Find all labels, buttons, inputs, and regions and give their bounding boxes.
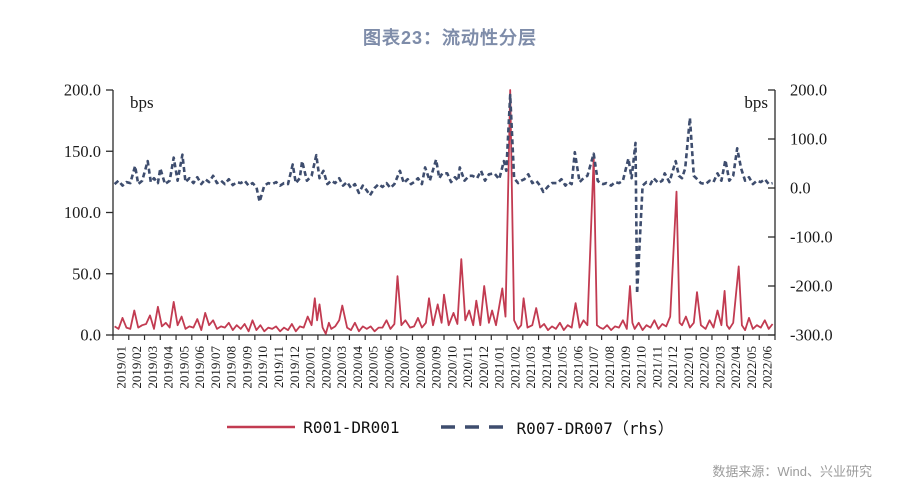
legend-label-r007: R007-DR007（rhs） xyxy=(516,419,674,438)
dashed-line-sample-icon xyxy=(440,425,509,429)
x-axis-label: 2021/10 xyxy=(634,346,649,389)
x-axis-label: 2020/02 xyxy=(318,346,333,389)
x-axis-label: 2019/12 xyxy=(287,346,302,389)
x-axis-label: 2021/01 xyxy=(492,346,507,389)
right-axis-tick-label: 200.0 xyxy=(790,81,827,100)
series-layer xyxy=(113,89,774,335)
x-axis-label: 2020/11 xyxy=(460,346,475,388)
right-axis-tick-label: 0.0 xyxy=(790,179,811,198)
x-axis-label: 2020/03 xyxy=(334,346,349,389)
x-axis-label: 2022/05 xyxy=(744,346,759,389)
x-axis-label: 2020/07 xyxy=(397,346,412,389)
right-axis-unit-label: bps xyxy=(744,93,768,112)
legend-label-r001: R001-DR001 xyxy=(303,417,400,437)
x-axis-label: 2022/06 xyxy=(760,346,775,389)
right-axis-tick-label: 100.0 xyxy=(790,130,827,149)
x-axis-label: 2022/02 xyxy=(697,346,712,389)
x-axis-label: 2019/10 xyxy=(255,346,270,389)
legend-item-r001: R001-DR001 xyxy=(226,417,400,437)
x-axis-label: 2019/08 xyxy=(224,346,239,389)
left-axis-tick-label: 150.0 xyxy=(64,142,101,161)
x-axis-label: 2021/08 xyxy=(602,346,617,389)
series-line-r001-dr001 xyxy=(114,89,774,335)
x-axis-label: 2019/09 xyxy=(239,346,254,389)
x-axis-label: 2020/06 xyxy=(381,346,396,389)
x-axis-label: 2021/12 xyxy=(665,346,680,389)
right-axis-tick-label: -200.0 xyxy=(790,277,833,296)
x-axis-label: 2019/11 xyxy=(271,346,286,388)
x-axis-label: 2020/12 xyxy=(476,346,491,389)
x-axis-label: 2020/10 xyxy=(444,346,459,389)
x-axis-label: 2021/11 xyxy=(649,346,664,388)
left-axis-tick-label: 200.0 xyxy=(64,81,101,100)
x-axis-label: 2020/08 xyxy=(413,346,428,389)
x-axis-label: 2021/09 xyxy=(618,346,633,389)
left-axis-tick-label: 100.0 xyxy=(64,203,101,222)
x-axis-label: 2019/02 xyxy=(129,346,144,389)
x-axis-label: 2022/01 xyxy=(681,346,696,389)
x-axis-label: 2021/05 xyxy=(555,346,570,389)
x-axis-label: 2019/04 xyxy=(161,346,176,389)
legend-item-r007: R007-DR007（rhs） xyxy=(440,415,674,439)
x-axis-label: 2020/05 xyxy=(366,346,381,389)
legend: R001-DR001 R007-DR007（rhs） xyxy=(0,415,900,439)
x-axis-label: 2020/01 xyxy=(303,346,318,389)
x-axis-label: 2019/06 xyxy=(192,346,207,389)
x-axis-label: 2021/06 xyxy=(570,346,585,389)
source-note: 数据来源：Wind、兴业研究 xyxy=(712,464,872,479)
x-axis-label: 2019/07 xyxy=(208,346,223,389)
x-axis-label: 2020/09 xyxy=(429,346,444,389)
x-axis-label: 2019/01 xyxy=(113,346,128,389)
x-axis-label: 2019/05 xyxy=(176,346,191,389)
left-axis-unit-label: bps xyxy=(130,93,154,112)
solid-line-sample-icon xyxy=(227,425,296,429)
x-axis-label: 2019/03 xyxy=(145,346,160,389)
x-axis-label: 2021/03 xyxy=(523,346,538,389)
x-axis-label: 2021/04 xyxy=(539,346,554,389)
right-axis-tick-label: -300.0 xyxy=(790,326,833,345)
left-axis-tick-label: 0.0 xyxy=(80,326,101,345)
chart-title: 图表23：流动性分层 xyxy=(362,28,538,48)
right-axis-tick-label: -100.0 xyxy=(790,228,833,247)
axes: 0.0 50.0 100.0 150.0 200.0 -300.0 -200.0 -100.0… xyxy=(64,81,833,389)
x-axis-label: 2020/04 xyxy=(350,346,365,389)
x-axis-label: 2022/04 xyxy=(728,346,743,389)
x-axis-label: 2021/02 xyxy=(507,346,522,389)
x-axis-label: 2021/07 xyxy=(586,346,601,389)
series-line-r007-dr007 xyxy=(113,93,773,295)
x-axis-label: 2022/03 xyxy=(712,346,727,389)
left-axis-tick-label: 50.0 xyxy=(72,264,101,283)
